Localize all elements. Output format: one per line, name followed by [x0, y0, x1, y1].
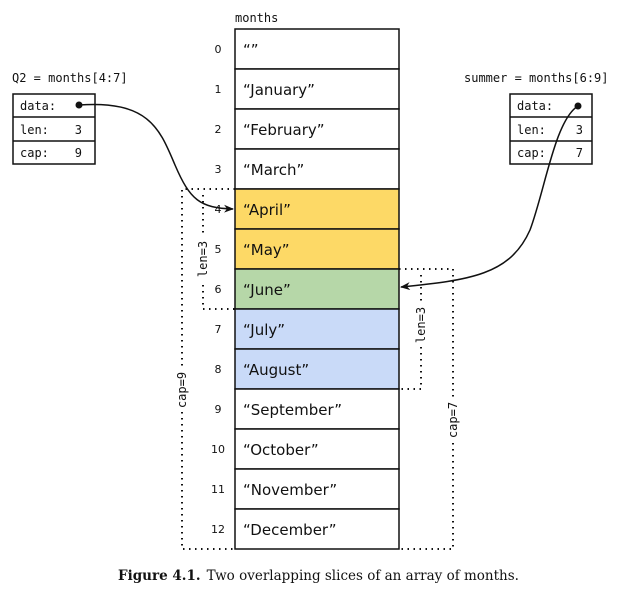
- array-index: 11: [211, 483, 225, 496]
- array-index: 7: [215, 323, 222, 336]
- summer-cap-label: cap:: [517, 146, 546, 160]
- array-index: 9: [215, 403, 222, 416]
- array-cell-value: “February”: [243, 121, 325, 139]
- q2-title: Q2 = months[4:7]: [12, 71, 128, 85]
- array-cell: [234, 188, 400, 230]
- summer-pointer-arrow: [400, 105, 579, 291]
- array-cell: [234, 348, 400, 390]
- summer-len-value: 3: [576, 123, 583, 137]
- array-cell: [234, 268, 400, 310]
- array-cell: [234, 28, 400, 70]
- q2-len-label: len:: [20, 123, 49, 137]
- array-cell-value: “October”: [243, 441, 319, 459]
- q2-len-annotation: len=3: [196, 241, 210, 277]
- array-cell-value: “September”: [243, 401, 342, 419]
- array-cell-value: “March”: [243, 161, 304, 179]
- array-cell: [234, 108, 400, 150]
- summer-len-label: len:: [517, 123, 546, 137]
- array-cell: [234, 468, 400, 510]
- array-cell-value: “November”: [243, 481, 337, 499]
- array-label: months: [235, 11, 278, 25]
- array-index: 6: [215, 283, 222, 296]
- array-cell: [234, 428, 400, 470]
- summer-len-annotation: len=3: [414, 307, 428, 343]
- caption-label: Figure 4.1.: [118, 568, 201, 584]
- summer-header-box: data: len: 3 cap: 7: [509, 93, 593, 165]
- array-index: 0: [215, 43, 222, 56]
- array-index: 2: [215, 123, 222, 136]
- array-cell-value: “June”: [243, 281, 291, 299]
- caption-text: Two overlapping slices of an array of mo…: [206, 568, 519, 584]
- array-cell-value: “April”: [243, 201, 291, 219]
- array-cell-value: “August”: [243, 361, 309, 379]
- array-index: 1: [215, 83, 222, 96]
- summer-cap-value: 7: [576, 146, 583, 160]
- summer-title: summer = months[6:9]: [464, 71, 609, 85]
- array-index: 8: [215, 363, 222, 376]
- array-index: 4: [215, 203, 222, 216]
- q2-cap-value: 9: [75, 146, 82, 160]
- array-cell-value: “July”: [243, 321, 285, 339]
- array-index: 5: [215, 243, 222, 256]
- summer-bracket: [399, 268, 454, 550]
- array-cell-value: “December”: [243, 521, 337, 539]
- array-index: 10: [211, 443, 225, 456]
- figure-caption: Figure 4.1. Two overlapping slices of an …: [0, 568, 637, 584]
- array-index: 3: [215, 163, 222, 176]
- summer-cap-annotation: cap=7: [446, 402, 460, 438]
- q2-data-label: data:: [20, 99, 56, 113]
- array-cell-value: “May”: [243, 241, 290, 259]
- array-cell-value: “”: [243, 41, 259, 59]
- array-cell-value: “January”: [243, 81, 315, 99]
- q2-len-value: 3: [75, 123, 82, 137]
- q2-cap-label: cap:: [20, 146, 49, 160]
- q2-bracket: [181, 188, 235, 550]
- q2-cap-annotation: cap=9: [175, 372, 189, 408]
- array-index: 12: [211, 523, 225, 536]
- summer-data-label: data:: [517, 99, 553, 113]
- array-cell: [234, 68, 400, 110]
- q2-pointer-arrow: [78, 103, 234, 213]
- array-cell: [234, 508, 400, 550]
